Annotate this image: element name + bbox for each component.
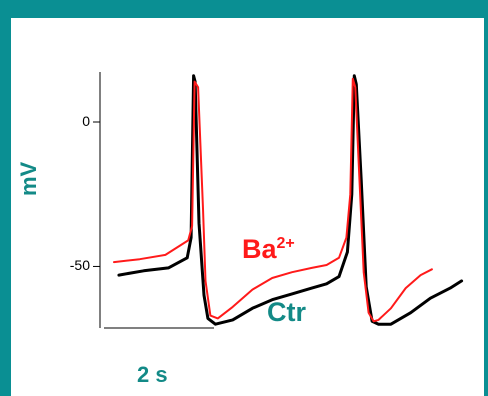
barium-series-label: Ba2+ bbox=[242, 234, 295, 265]
time-scale-bar-label: 2 s bbox=[137, 362, 168, 387]
y-axis-label: mV bbox=[16, 161, 41, 196]
y-tick-label-minus-50: -50 bbox=[69, 257, 90, 274]
series-line-barium bbox=[113, 77, 433, 323]
frame-left-bar bbox=[0, 0, 11, 396]
y-tick-label-0: 0 bbox=[82, 113, 90, 129]
frame-right-bar bbox=[484, 0, 488, 396]
series-line-control bbox=[117, 74, 464, 326]
barium-label-text: Ba bbox=[242, 234, 277, 264]
barium-label-superscript: 2+ bbox=[276, 235, 295, 252]
control-series-label: Ctr bbox=[267, 297, 306, 327]
frame-top-bar bbox=[0, 0, 488, 18]
